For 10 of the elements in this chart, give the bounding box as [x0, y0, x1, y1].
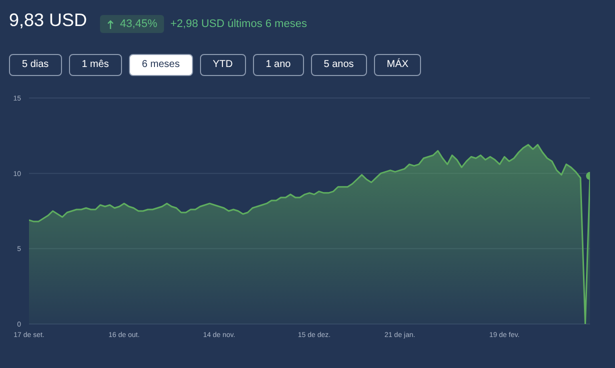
range-button[interactable]: 1 ano [252, 54, 304, 76]
range-button[interactable]: MÁX [374, 54, 422, 76]
chart-title: 9,83 USD [9, 10, 88, 31]
range-button[interactable]: 6 meses [128, 54, 193, 76]
range-button[interactable]: 1 mês [68, 54, 122, 76]
chart-subtitle: +2,98 USD últimos 6 meses [170, 18, 307, 30]
range-button[interactable]: YTD [200, 54, 246, 76]
range-button[interactable]: 5 dias [9, 54, 62, 76]
range-button[interactable]: 5 anos [310, 54, 367, 76]
text: 43,45% [120, 18, 158, 30]
